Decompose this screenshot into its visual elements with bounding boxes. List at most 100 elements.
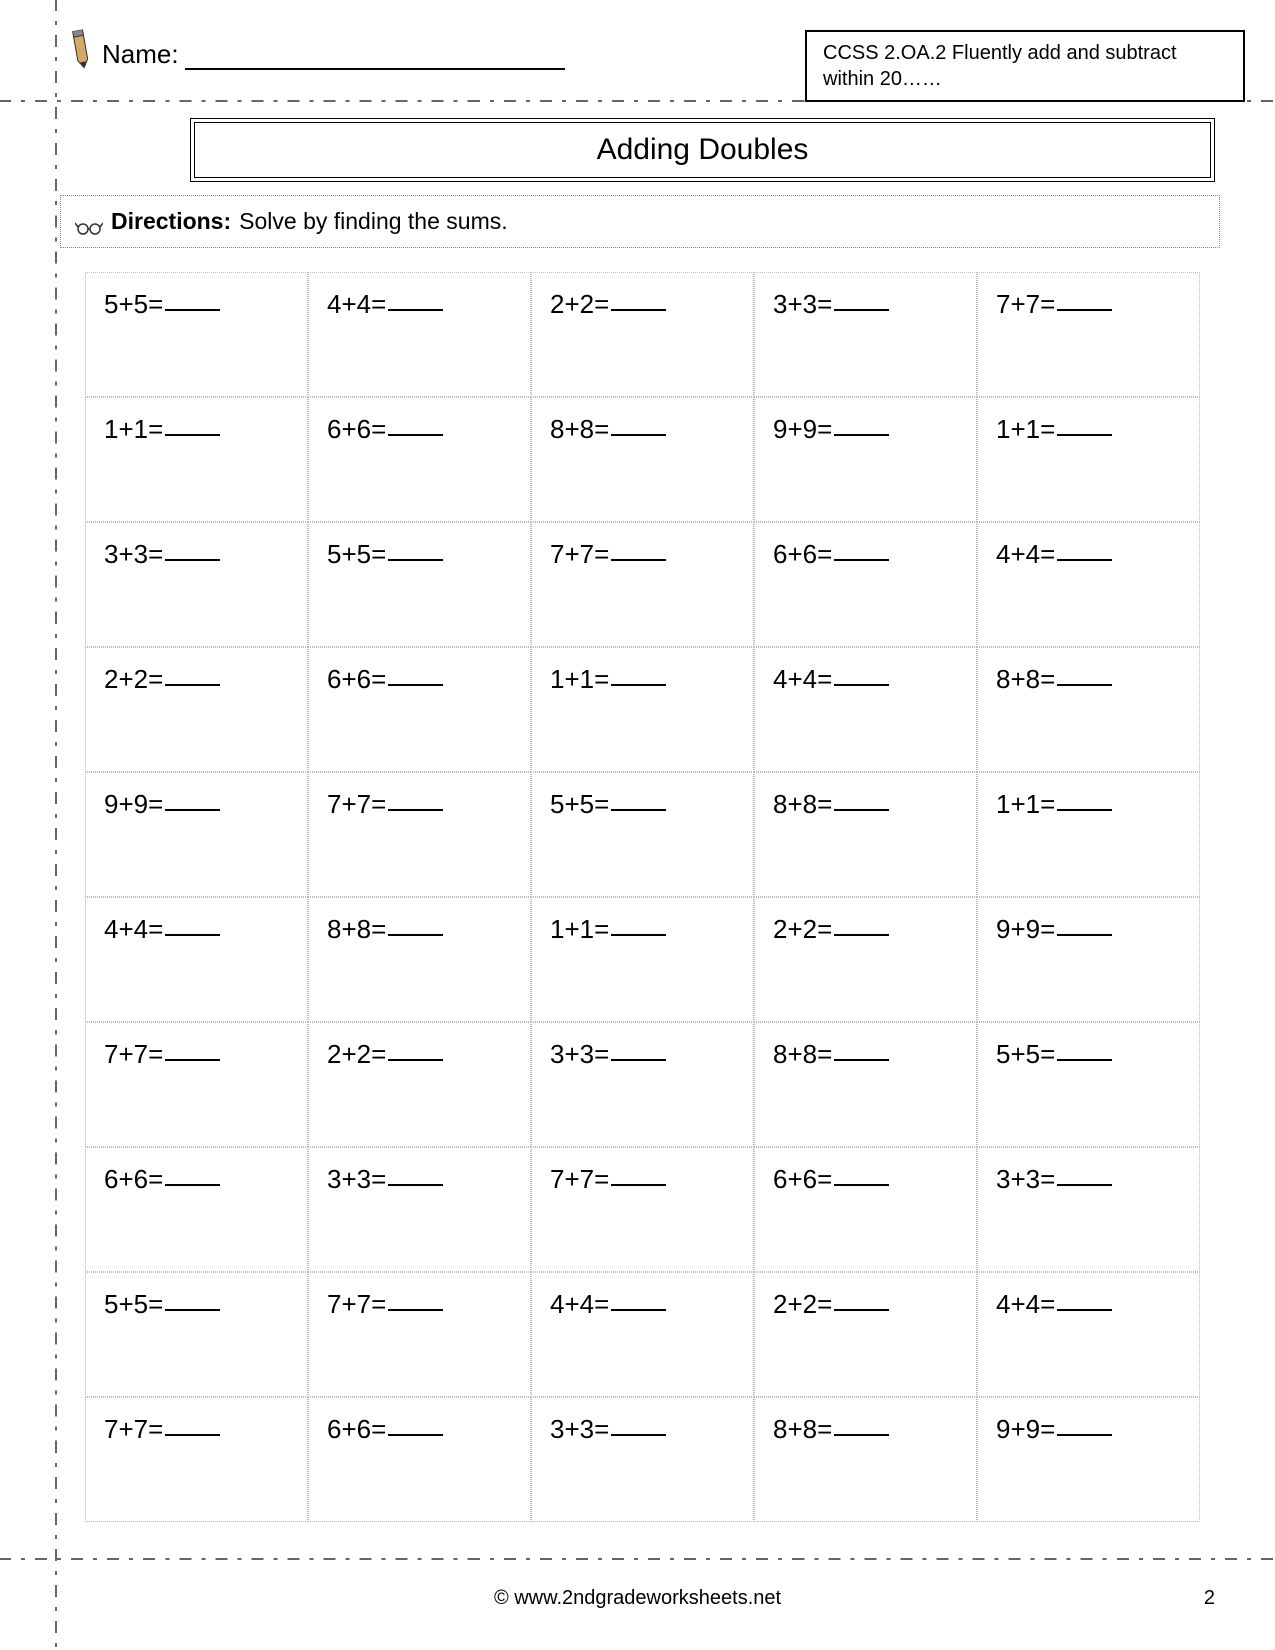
answer-blank[interactable] [834, 289, 889, 311]
answer-blank[interactable] [388, 1164, 443, 1186]
answer-blank[interactable] [165, 1414, 220, 1436]
problem-expression: 2+2= [773, 1289, 832, 1320]
answer-blank[interactable] [1057, 789, 1112, 811]
answer-blank[interactable] [611, 289, 666, 311]
problem-expression: 2+2= [550, 289, 609, 320]
answer-blank[interactable] [1057, 914, 1112, 936]
answer-blank[interactable] [165, 539, 220, 561]
problem-expression: 9+9= [996, 1414, 1055, 1445]
problem-expression: 8+8= [996, 664, 1055, 695]
answer-blank[interactable] [388, 1414, 443, 1436]
answer-blank[interactable] [1057, 1039, 1112, 1061]
problem-cell: 7+7= [85, 1397, 308, 1522]
name-input-line[interactable] [185, 44, 565, 70]
problem-expression: 3+3= [773, 289, 832, 320]
problem-cell: 1+1= [977, 772, 1200, 897]
answer-blank[interactable] [834, 1164, 889, 1186]
answer-blank[interactable] [1057, 664, 1112, 686]
answer-blank[interactable] [834, 1414, 889, 1436]
problem-expression: 6+6= [327, 664, 386, 695]
answer-blank[interactable] [388, 414, 443, 436]
answer-blank[interactable] [611, 539, 666, 561]
answer-blank[interactable] [611, 414, 666, 436]
problem-expression: 8+8= [773, 789, 832, 820]
problem-cell: 6+6= [308, 397, 531, 522]
answer-blank[interactable] [388, 539, 443, 561]
problem-cell: 1+1= [977, 397, 1200, 522]
answer-blank[interactable] [834, 914, 889, 936]
answer-blank[interactable] [388, 1289, 443, 1311]
problem-cell: 7+7= [531, 522, 754, 647]
problem-expression: 4+4= [996, 539, 1055, 570]
answer-blank[interactable] [165, 289, 220, 311]
answer-blank[interactable] [611, 1289, 666, 1311]
problem-cell: 8+8= [531, 397, 754, 522]
answer-blank[interactable] [834, 414, 889, 436]
problem-expression: 9+9= [773, 414, 832, 445]
answer-blank[interactable] [165, 789, 220, 811]
answer-blank[interactable] [834, 664, 889, 686]
answer-blank[interactable] [165, 1164, 220, 1186]
page-border-bottom [0, 1558, 1275, 1560]
answer-blank[interactable] [834, 1289, 889, 1311]
problem-cell: 3+3= [531, 1022, 754, 1147]
problem-expression: 4+4= [327, 289, 386, 320]
answer-blank[interactable] [388, 914, 443, 936]
answer-blank[interactable] [1057, 1289, 1112, 1311]
problem-cell: 2+2= [308, 1022, 531, 1147]
answer-blank[interactable] [165, 914, 220, 936]
answer-blank[interactable] [611, 914, 666, 936]
problem-expression: 6+6= [327, 414, 386, 445]
answer-blank[interactable] [611, 664, 666, 686]
problem-expression: 7+7= [104, 1039, 163, 1070]
problem-cell: 5+5= [308, 522, 531, 647]
problem-expression: 6+6= [773, 1164, 832, 1195]
problem-expression: 3+3= [996, 1164, 1055, 1195]
problem-expression: 2+2= [327, 1039, 386, 1070]
problem-cell: 7+7= [85, 1022, 308, 1147]
problem-cell: 8+8= [308, 897, 531, 1022]
answer-blank[interactable] [388, 289, 443, 311]
problem-expression: 7+7= [104, 1414, 163, 1445]
answer-blank[interactable] [388, 664, 443, 686]
problem-cell: 7+7= [308, 772, 531, 897]
answer-blank[interactable] [834, 789, 889, 811]
problem-expression: 5+5= [996, 1039, 1055, 1070]
answer-blank[interactable] [834, 539, 889, 561]
answer-blank[interactable] [165, 414, 220, 436]
problem-expression: 6+6= [773, 539, 832, 570]
answer-blank[interactable] [1057, 539, 1112, 561]
problem-expression: 2+2= [104, 664, 163, 695]
problem-expression: 8+8= [327, 914, 386, 945]
problem-cell: 7+7= [308, 1272, 531, 1397]
name-label: Name: [102, 39, 179, 70]
answer-blank[interactable] [611, 1414, 666, 1436]
answer-blank[interactable] [165, 1289, 220, 1311]
problem-expression: 8+8= [550, 414, 609, 445]
problem-cell: 8+8= [754, 772, 977, 897]
answer-blank[interactable] [611, 1164, 666, 1186]
problem-expression: 7+7= [550, 1164, 609, 1195]
problem-cell: 8+8= [754, 1397, 977, 1522]
problem-cell: 9+9= [754, 397, 977, 522]
answer-blank[interactable] [1057, 1414, 1112, 1436]
problem-expression: 1+1= [550, 664, 609, 695]
header: Name: CCSS 2.OA.2 Fluently add and subtr… [70, 30, 1245, 102]
answer-blank[interactable] [611, 1039, 666, 1061]
problem-cell: 4+4= [308, 272, 531, 397]
answer-blank[interactable] [388, 789, 443, 811]
answer-blank[interactable] [388, 1039, 443, 1061]
answer-blank[interactable] [611, 789, 666, 811]
answer-blank[interactable] [834, 1039, 889, 1061]
problem-cell: 5+5= [977, 1022, 1200, 1147]
problem-expression: 3+3= [550, 1414, 609, 1445]
answer-blank[interactable] [165, 1039, 220, 1061]
answer-blank[interactable] [1057, 414, 1112, 436]
page-border-left [55, 0, 57, 1650]
answer-blank[interactable] [165, 664, 220, 686]
problem-cell: 6+6= [308, 647, 531, 772]
answer-blank[interactable] [1057, 289, 1112, 311]
title-box: Adding Doubles [190, 118, 1215, 182]
problem-expression: 7+7= [996, 289, 1055, 320]
answer-blank[interactable] [1057, 1164, 1112, 1186]
